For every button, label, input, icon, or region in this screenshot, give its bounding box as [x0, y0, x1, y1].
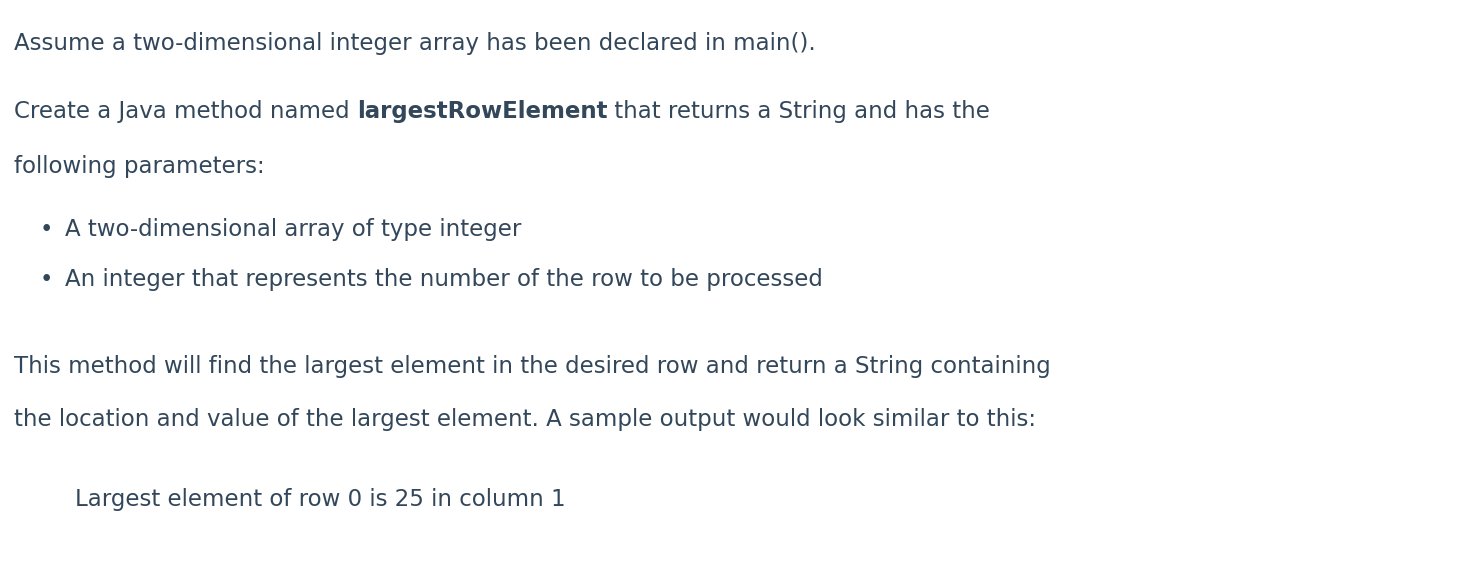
Text: •: • — [39, 218, 54, 241]
Text: A two-dimensional array of type integer: A two-dimensional array of type integer — [64, 218, 522, 241]
Text: largestRowElement: largestRowElement — [357, 100, 607, 123]
Text: •: • — [39, 268, 54, 291]
Text: the location and value of the largest element. A sample output would look simila: the location and value of the largest el… — [15, 408, 1037, 431]
Text: Largest element of row 0 is 25 in column 1: Largest element of row 0 is 25 in column… — [75, 488, 566, 511]
Text: An integer that represents the number of the row to be processed: An integer that represents the number of… — [64, 268, 823, 291]
Text: Assume a two-dimensional integer array has been declared in main().: Assume a two-dimensional integer array h… — [15, 32, 816, 55]
Text: This method will find the largest element in the desired row and return a String: This method will find the largest elemen… — [15, 355, 1051, 378]
Text: Create a Java method named: Create a Java method named — [15, 100, 357, 123]
Text: that returns a String and has the: that returns a String and has the — [607, 100, 990, 123]
Text: following parameters:: following parameters: — [15, 155, 265, 178]
